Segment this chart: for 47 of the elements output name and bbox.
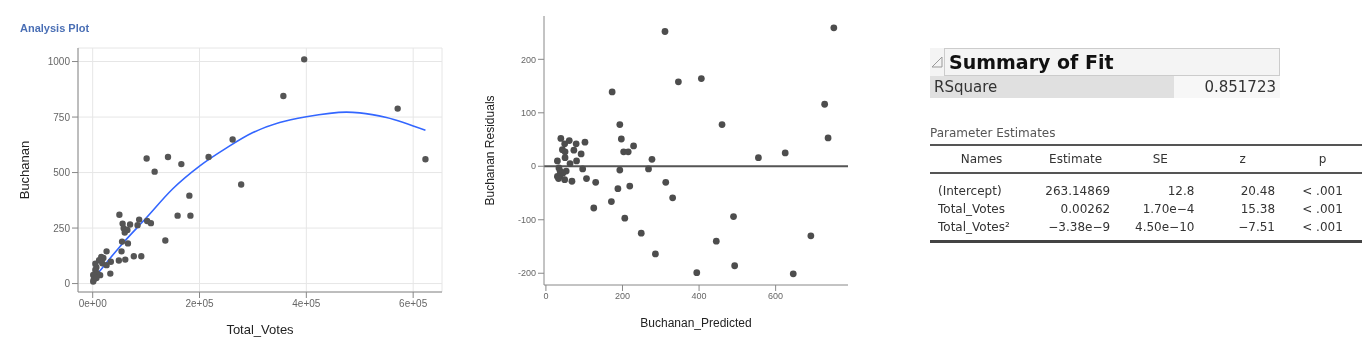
y-tick-label: 250 [53,222,71,234]
text: 263.14869 [1045,184,1111,198]
text: Total_Votes² [938,220,1010,234]
chart-title: Analysis Plot [19,22,91,36]
text: −7.51 [1238,220,1276,234]
text: 1.70e−4 [1142,202,1195,216]
text: < .001 [1302,202,1343,216]
text: 20.48 [1240,184,1276,198]
text: < .001 [1302,184,1343,198]
x-tick-label: 4e+05 [292,298,321,310]
text: 12.8 [1167,184,1195,198]
y-axis-title: Buchanan [16,140,32,200]
y-tick-label: -100 [517,214,536,225]
y-tick-label: 0 [530,161,536,172]
x-tick-label: 2e+05 [185,298,214,310]
x-axis-title: Total_Votes [226,322,295,337]
text: p [1317,151,1328,168]
x-tick-label: 0 [543,291,549,302]
text: RSquare [930,76,1174,98]
y-axis-title: Buchanan Residuals [483,95,498,206]
text: 4.50e−10 [1135,220,1195,234]
text: Estimate [1048,151,1104,168]
text: Names [959,151,1004,168]
x-tick-label: 600 [768,291,784,302]
text: 15.38 [1240,202,1276,216]
y-tick-label: -200 [517,268,536,279]
text: (Intercept) [938,184,1002,198]
x-tick-label: 200 [614,291,630,302]
text: SE [1151,151,1169,168]
text: Total_Votes [938,202,1005,216]
y-tick-label: 1000 [47,56,71,68]
text: z [1238,151,1247,168]
text: 0.851723 [1203,77,1277,98]
text: < .001 [1302,220,1343,234]
x-tick-label: 6e+05 [399,298,428,310]
x-axis-title: Buchanan_Predicted [640,316,752,330]
y-tick-label: 0 [64,278,71,290]
y-tick-label: 750 [53,111,71,123]
text: Parameter Estimates [930,126,1057,140]
text: Summary of Fit [944,48,1280,76]
y-tick-label: 100 [520,107,536,118]
x-tick-label: 400 [691,291,707,302]
text: 0.00262 [1060,202,1111,216]
y-tick-label: 500 [53,167,71,179]
y-tick-label: 200 [520,54,536,65]
x-tick-label: 0e+00 [78,298,108,310]
text: −3.38e−9 [1048,220,1111,234]
